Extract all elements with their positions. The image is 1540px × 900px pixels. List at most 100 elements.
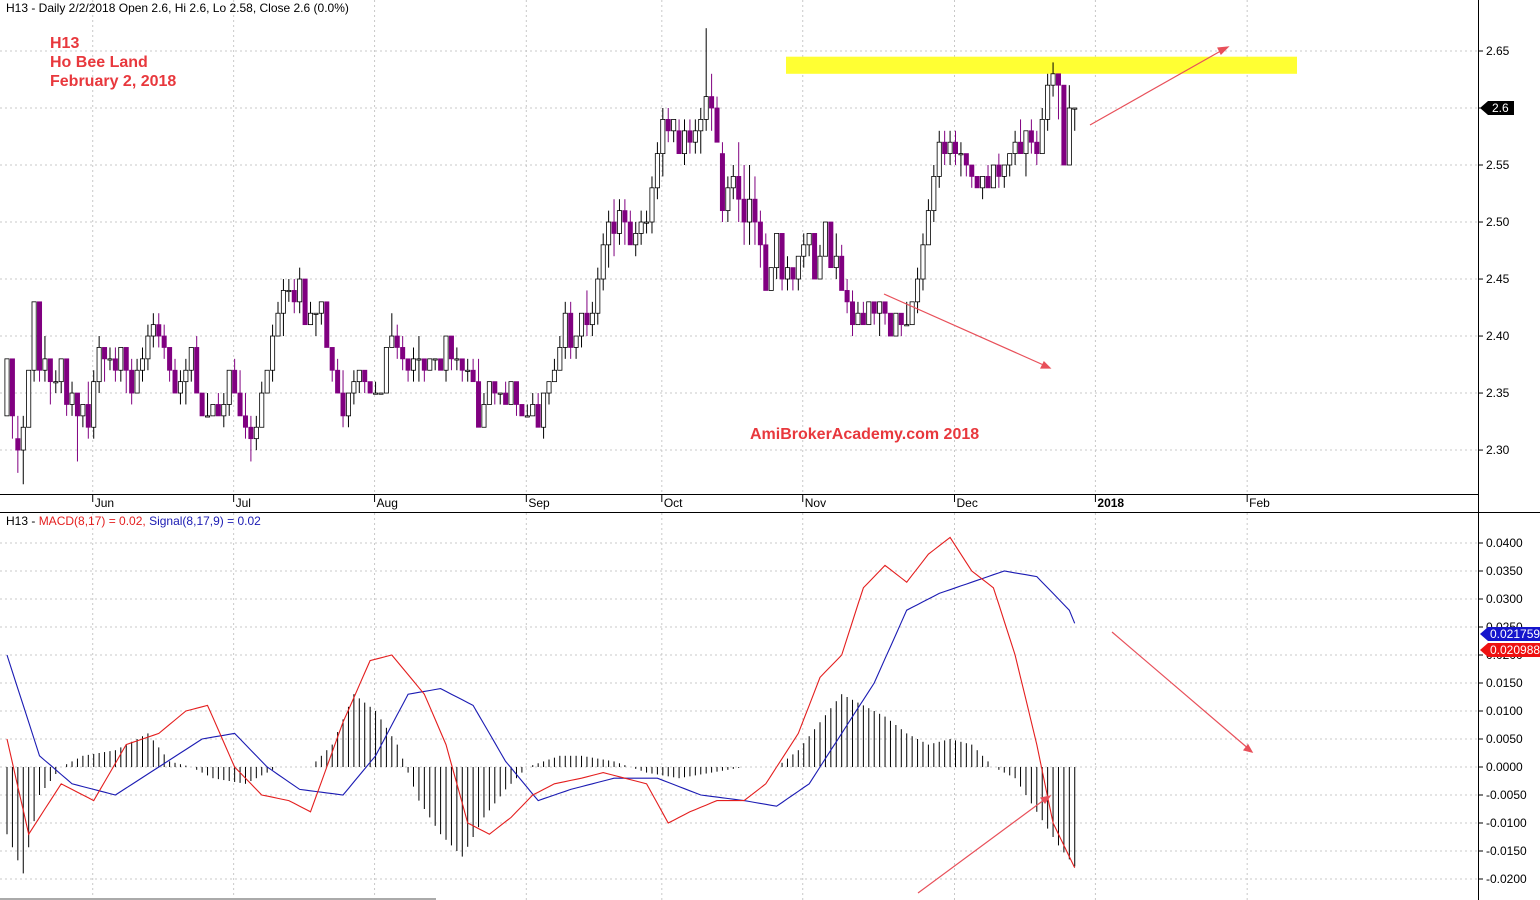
candle-body (112, 358, 118, 371)
candle-body (497, 392, 503, 395)
macd-grid (0, 513, 1478, 900)
candle-body (969, 164, 975, 177)
price-header: H13 - Daily 2/2/2018 Open 2.6, Hi 2.6, L… (6, 1, 349, 15)
candle-body (145, 335, 151, 360)
candle (481, 393, 487, 428)
candle-body (459, 358, 465, 371)
candle (177, 370, 183, 405)
candle-body (931, 176, 937, 212)
candle (291, 279, 297, 314)
annotation-company: Ho Bee Land (50, 54, 148, 71)
candle (562, 301, 568, 359)
macd-header-signal: Signal(8,17,9) = 0.02 (149, 514, 261, 528)
candle (448, 335, 454, 371)
candle-body (638, 221, 644, 234)
candle-body (1023, 130, 1029, 155)
candle-body (373, 392, 379, 395)
candle (486, 381, 492, 405)
candle-body (150, 324, 156, 337)
candle-body (676, 130, 682, 155)
candle (953, 130, 959, 166)
candle (497, 392, 503, 405)
candle-body (915, 278, 921, 303)
candle (313, 312, 319, 337)
candle-body (752, 198, 758, 223)
candle (26, 369, 32, 428)
candle (362, 369, 368, 394)
candle-body (757, 221, 763, 246)
macd-y-tick-label: 0.0300 (1486, 592, 1523, 606)
candle-body (476, 381, 482, 428)
candle-body (248, 426, 254, 440)
candle (9, 358, 15, 439)
candle (725, 176, 731, 223)
candle-body (275, 312, 281, 337)
candle (1018, 119, 1024, 155)
candle (308, 301, 314, 326)
candle-body (448, 335, 454, 360)
candle (996, 153, 1002, 188)
candle (524, 404, 530, 418)
candle (519, 404, 525, 417)
candle (329, 347, 335, 382)
candle-body (172, 369, 178, 394)
candle (335, 358, 341, 394)
candle-body (551, 369, 557, 383)
candle-body (58, 358, 64, 383)
candle-body (96, 347, 102, 383)
candle (42, 336, 48, 382)
candle-body (595, 278, 601, 314)
candle-body (611, 221, 617, 234)
candle (85, 381, 91, 439)
candle-body (1012, 141, 1018, 155)
candle-body (1045, 84, 1051, 120)
candle (530, 393, 536, 417)
candle-body (600, 244, 606, 280)
candle-body (389, 335, 395, 348)
trend-arrows-price (883, 46, 1230, 369)
candle (963, 153, 969, 177)
candle (931, 165, 937, 223)
candle-body (833, 255, 839, 269)
candle (595, 267, 601, 325)
candle (438, 358, 444, 371)
candle (112, 347, 118, 382)
price-uptrend-arrow (1089, 47, 1227, 126)
candle-body (953, 141, 959, 155)
macd-uptrend-arrow (917, 796, 1049, 894)
trend-arrows-macd (917, 631, 1254, 894)
candle (123, 347, 129, 394)
candle (107, 347, 113, 371)
signal-line (6, 570, 1076, 807)
candle (779, 233, 785, 291)
candle (795, 255, 801, 291)
macd-pane[interactable]: 0.04000.03500.03000.02500.02000.01500.01… (0, 513, 1540, 900)
candle-body (654, 153, 660, 189)
candle (904, 301, 910, 327)
candle-body (405, 358, 411, 371)
candle-body (313, 312, 319, 315)
price-y-tick-label: 2.55 (1486, 158, 1510, 172)
candle-body (394, 335, 400, 348)
candle-body (649, 187, 655, 223)
candle (850, 290, 856, 337)
price-pane[interactable]: 2.302.352.402.452.502.552.602.65 JunJulA… (0, 0, 1514, 510)
candle-body (920, 244, 926, 280)
candle-body (351, 381, 357, 394)
candle-body (730, 176, 736, 189)
candle (432, 358, 438, 371)
candle (129, 358, 135, 405)
candle (606, 210, 612, 268)
candle-body (747, 198, 753, 223)
candle (990, 164, 996, 189)
candle (844, 279, 850, 314)
candle (389, 313, 395, 348)
candle (378, 392, 384, 395)
candle-body (1028, 130, 1034, 143)
candle-body (199, 392, 205, 417)
macd-y-tick-label: -0.0150 (1486, 844, 1527, 858)
macd-y-tick-label: 0.0000 (1486, 760, 1523, 774)
candle-body (584, 312, 590, 326)
candle-body (280, 290, 286, 314)
date-x-axis: Jun Jul Aug Sep Oct Nov Dec 2018 Feb (92, 494, 1270, 510)
